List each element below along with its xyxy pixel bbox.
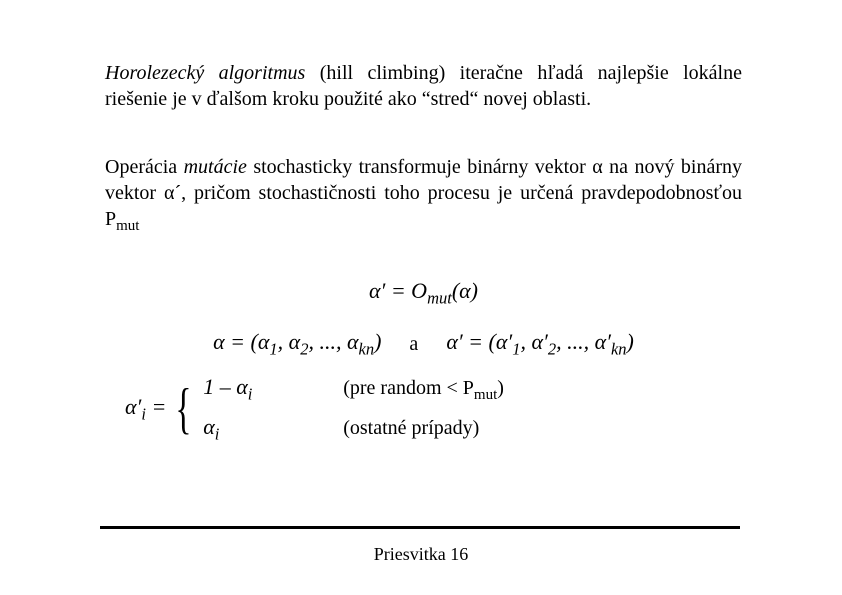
case1-lhs-txt: 1 – α: [203, 374, 248, 399]
case1-cond-close: ): [497, 377, 504, 399]
paragraph-2: Operácia mutácie stochasticky transformu…: [105, 154, 742, 237]
case-1: 1 – αi (pre random < Pmut): [203, 374, 504, 404]
para2-pre: Operácia: [105, 156, 184, 178]
case-2: αi (ostatné prípady): [203, 414, 504, 444]
eq2-dots: , ...,: [308, 329, 341, 354]
eq2r-close: ): [627, 329, 634, 354]
eq1-sub: mut: [427, 288, 452, 307]
footer-slide-number: Priesvitka 16: [0, 544, 842, 565]
equation-2: α = (α1, α2, ..., αkn) a α′ = (α′1, α′2,…: [105, 329, 742, 359]
cases: 1 – αi (pre random < Pmut) αi (ostatné p…: [203, 374, 504, 445]
equation-3-piecewise: α′i = { 1 – αi (pre random < Pmut) αi (o…: [125, 374, 742, 445]
eq2-sub1: 1: [269, 340, 277, 359]
case1-cond: (pre random < Pmut): [343, 377, 504, 404]
eq2r-sub2: 2: [548, 340, 556, 359]
para1-lead: Horolezecký algoritmus: [105, 62, 305, 84]
case2-sub: i: [215, 424, 220, 443]
para2-mutacie: mutácie: [184, 156, 247, 178]
eq2-right-open: α′ = (α′: [446, 329, 512, 354]
case1-cond-open: (pre random < P: [343, 377, 474, 399]
case1-sub: i: [248, 384, 253, 403]
pw-eq: =: [146, 394, 166, 419]
left-brace: {: [176, 388, 192, 430]
case1-cond-sub: mut: [474, 387, 497, 403]
pw-lhs-a: α′: [125, 394, 141, 419]
eq2-left: α = (α1, α2, ..., αkn): [213, 329, 381, 359]
pw-lhs: α′i =: [125, 394, 166, 424]
case1-lhs: 1 – αi: [203, 374, 283, 404]
paragraph-1: Horolezecký algoritmus (hill climbing) i…: [105, 60, 742, 112]
case2-lhs-txt: α: [203, 414, 215, 439]
eq2-mid: a: [409, 333, 418, 356]
eq2-close: ): [374, 329, 381, 354]
para2-sub: mut: [116, 218, 139, 234]
eq2r-sub1: 1: [512, 340, 520, 359]
eq2-kn: kn: [359, 340, 375, 359]
horizontal-rule: [100, 526, 740, 529]
case2-lhs: αi: [203, 414, 283, 444]
eq2r-kn: kn: [611, 340, 627, 359]
eq2-left-open: α = (α: [213, 329, 269, 354]
eq1-a: α′ = O: [369, 278, 427, 303]
eq2-right: α′ = (α′1, α′2, ..., α′kn): [446, 329, 634, 359]
case2-cond: (ostatné prípady): [343, 417, 479, 440]
eq1-tail: (α): [452, 278, 478, 303]
equation-1: α′ = Omut(α): [105, 273, 742, 312]
eq2r-dots: , ...,: [556, 329, 589, 354]
